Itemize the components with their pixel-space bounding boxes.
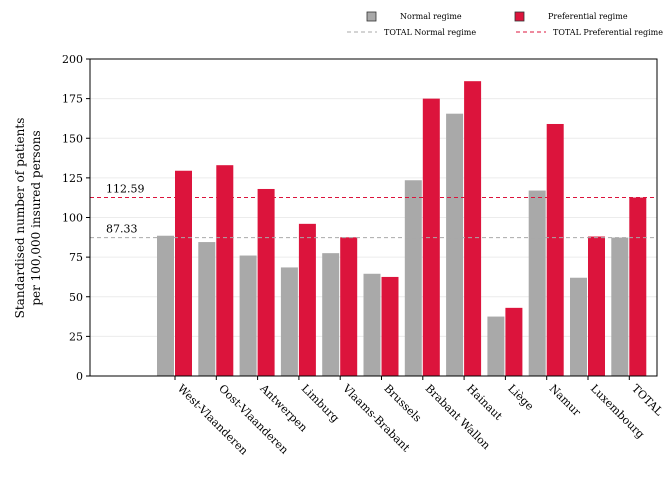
reference-line-label: 112.59: [106, 183, 145, 196]
y-tick-label: 50: [69, 291, 83, 304]
y-tick-label: 0: [76, 370, 83, 383]
x-tick-label: Liège: [505, 382, 536, 413]
legend-label: TOTAL Preferential regime: [553, 28, 663, 37]
legend-swatch: [514, 11, 525, 22]
x-tick-label: Limburg: [299, 382, 342, 425]
bar-preferential: [588, 236, 605, 376]
bar-normal: [280, 267, 298, 376]
x-tick-label: Oost-Vlaanderen: [216, 382, 291, 457]
bar-preferential: [216, 165, 234, 376]
bar-preferential: [298, 223, 316, 376]
bar-preferential: [505, 307, 523, 376]
bar-preferential: [257, 188, 275, 376]
bar-normal: [239, 255, 257, 376]
bar-preferential: [422, 98, 440, 376]
reference-lines: 87.33 112.59: [90, 183, 657, 239]
bar-preferential: [629, 197, 647, 376]
bar-normal: [322, 253, 340, 376]
bar-normal: [363, 273, 381, 376]
reference-line-label: 87.33: [106, 223, 138, 236]
x-tick-label: West-Vlaanderen: [175, 382, 251, 458]
bars: [157, 81, 647, 377]
y-tick-label: 75: [69, 251, 83, 264]
legend-label: TOTAL Normal regime: [384, 28, 476, 37]
y-tick-label: 175: [62, 93, 83, 106]
x-tick-label: Hainaut: [464, 382, 505, 423]
bar-normal: [611, 237, 629, 376]
y-axis-label-line-2: per 100,000 insured persons: [29, 130, 43, 305]
legend: Normal regime Preferential regime TOTAL No…: [347, 11, 663, 37]
legend-label: Preferential regime: [548, 12, 628, 21]
bar-normal: [446, 113, 464, 377]
bar-preferential: [546, 123, 564, 376]
x-tick-label: Brussels: [381, 382, 424, 425]
bar-preferential: [340, 237, 358, 376]
x-tick-label: TOTAL: [629, 382, 666, 419]
y-tick-label: 200: [62, 53, 83, 66]
bar-normal: [198, 242, 216, 376]
bar-preferential: [175, 170, 192, 376]
bar-normal: [487, 316, 505, 376]
axes: 0 25 50 75 100 125 150 175 200 West-VlaanderenOos…: [62, 53, 666, 458]
legend-swatch: [366, 11, 377, 22]
legend-label: Normal regime: [400, 12, 462, 21]
bar-preferential: [464, 81, 482, 376]
plot-frame: [89, 58, 658, 377]
bar-normal: [528, 190, 546, 376]
bar-normal: [570, 277, 587, 376]
bar-normal: [157, 235, 174, 376]
bar-preferential: [381, 276, 399, 376]
x-tick-label: Namur: [547, 382, 584, 419]
bar-normal: [404, 180, 422, 376]
y-tick-label: 25: [69, 330, 83, 343]
y-axis-label-line-1: Standardised number of patients: [13, 118, 27, 319]
y-tick-label: 125: [62, 172, 83, 185]
y-tick-label: 150: [62, 132, 83, 145]
y-tick-label: 100: [62, 212, 83, 225]
